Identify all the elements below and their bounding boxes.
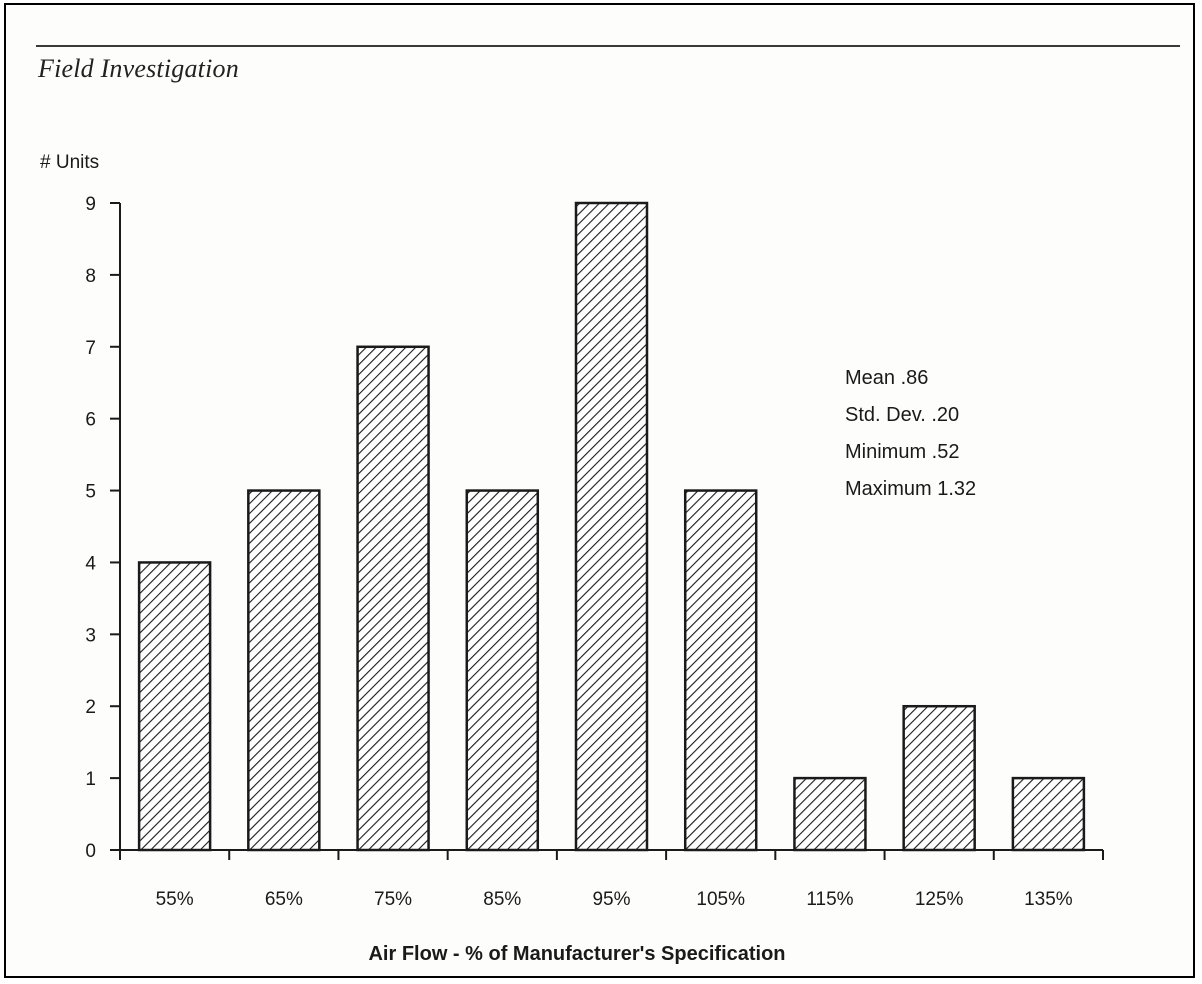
bar-95-pct bbox=[574, 201, 649, 852]
bar-55-pct bbox=[137, 561, 212, 852]
x-tick-label: 55% bbox=[156, 889, 194, 910]
y-tick-label: 8 bbox=[85, 266, 96, 287]
x-tick-label: 115% bbox=[806, 889, 853, 910]
x-tick-label: 125% bbox=[915, 889, 964, 910]
x-axis-title: Air Flow - % of Manufacturer's Specifica… bbox=[368, 943, 785, 965]
x-tick-label: 135% bbox=[1024, 889, 1073, 910]
bars bbox=[137, 201, 1086, 852]
x-tick-label: 95% bbox=[592, 889, 630, 910]
y-tick-label: 3 bbox=[85, 625, 96, 646]
y-tick-label: 2 bbox=[85, 697, 96, 718]
bar-115-pct bbox=[793, 776, 867, 852]
section-title: Field Investigation bbox=[38, 54, 239, 83]
y-axis-title: # Units bbox=[40, 152, 99, 173]
bar-85-pct bbox=[465, 489, 540, 852]
x-tick-label: 75% bbox=[374, 889, 412, 910]
stat-line: Maximum 1.32 bbox=[845, 478, 976, 500]
bar-135-pct bbox=[1011, 776, 1086, 852]
stat-line: Mean .86 bbox=[845, 367, 928, 389]
bar-105-pct bbox=[683, 489, 758, 852]
bar-75-pct bbox=[356, 345, 430, 852]
x-tick-label: 105% bbox=[696, 889, 745, 910]
y-tick-label: 4 bbox=[85, 553, 96, 574]
bar-65-pct bbox=[247, 489, 321, 852]
y-tick-label: 0 bbox=[85, 841, 96, 862]
x-axis: 55% 65% 75% 85% 95% 105% 115% 125% 135% bbox=[119, 849, 1104, 910]
statistics-annotation: Mean .86 Std. Dev. .20 Minimum .52 Maximum … bbox=[845, 367, 976, 500]
stat-line: Minimum .52 bbox=[845, 441, 959, 463]
stat-line: Std. Dev. .20 bbox=[845, 404, 959, 426]
y-tick-label: 6 bbox=[85, 410, 96, 431]
y-tick-label: 7 bbox=[85, 338, 96, 359]
y-tick-label: 1 bbox=[85, 769, 96, 790]
y-tick-label: 5 bbox=[85, 482, 96, 503]
y-axis: 0 1 2 3 4 5 6 7 8 9 bbox=[85, 194, 121, 862]
header-rule bbox=[36, 45, 1180, 47]
x-tick-label: 85% bbox=[483, 889, 521, 910]
x-tick-label: 65% bbox=[265, 889, 303, 910]
bar-125-pct bbox=[902, 704, 976, 852]
y-tick-label: 9 bbox=[85, 194, 96, 215]
